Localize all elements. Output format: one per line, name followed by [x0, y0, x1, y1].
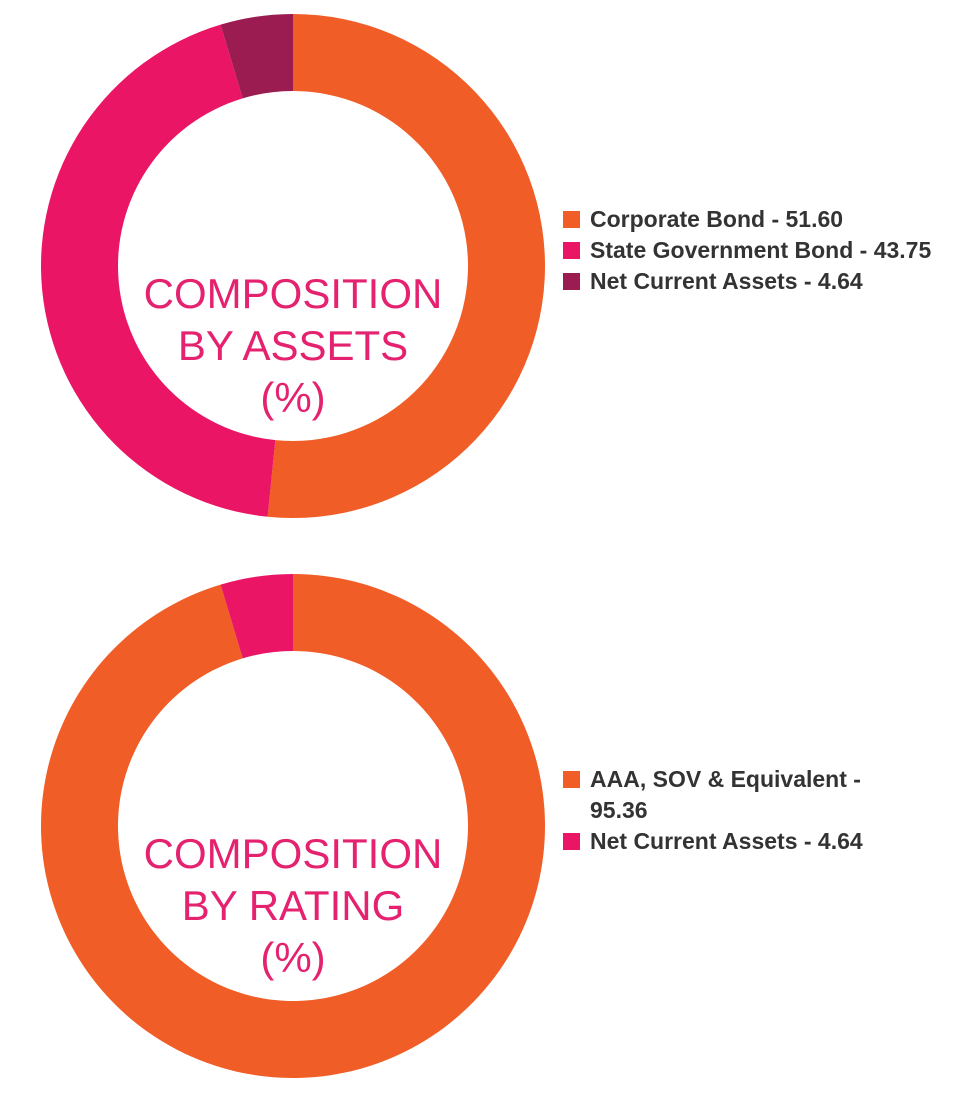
assets-legend: Corporate Bond - 51.60 State Government …	[563, 204, 968, 297]
donut-slice-corporate-bond	[267, 14, 546, 518]
legend-item: Net Current Assets - 4.64	[563, 266, 968, 297]
center-label-line-3: (%)	[260, 934, 326, 981]
legend-label: Net Current Assets - 4.64	[590, 828, 863, 854]
legend-label: Net Current Assets - 4.64	[590, 268, 863, 294]
donut-slice-state-government-bond	[41, 24, 276, 517]
composition-by-rating-chart: COMPOSITION BY RATING (%) AAA, SOV & Equ…	[0, 560, 977, 1120]
rating-center-label: COMPOSITION BY RATING (%)	[93, 828, 493, 984]
legend-label: State Government Bond - 43.75	[590, 237, 932, 263]
assets-donut-chart	[41, 14, 546, 518]
donut-slice-aaa-sov-equivalent	[41, 574, 546, 1078]
assets-center-label: COMPOSITION BY ASSETS (%)	[93, 268, 493, 424]
legend-item: Net Current Assets - 4.64	[563, 826, 883, 857]
center-label-line-3: (%)	[260, 374, 326, 421]
rating-donut-chart	[41, 574, 546, 1078]
legend-label: Corporate Bond - 51.60	[590, 206, 844, 232]
composition-by-assets-chart: COMPOSITION BY ASSETS (%) Corporate Bond…	[41, 14, 968, 518]
legend-swatch	[563, 273, 580, 290]
center-label-line-1: COMPOSITION	[143, 270, 443, 317]
legend-swatch	[563, 771, 580, 788]
legend-swatch	[563, 833, 580, 850]
legend-label: AAA, SOV & Equivalent - 95.36	[590, 766, 861, 823]
center-label-line-2: BY ASSETS	[177, 322, 409, 369]
legend-swatch	[563, 211, 580, 228]
legend-item: State Government Bond - 43.75	[563, 235, 968, 266]
legend-swatch	[563, 242, 580, 259]
donut-slice-net-current-assets	[220, 14, 293, 99]
legend-item: AAA, SOV & Equivalent - 95.36	[563, 764, 883, 826]
center-label-line-1: COMPOSITION	[143, 830, 443, 877]
center-label-line-2: BY RATING	[181, 882, 405, 929]
rating-legend: AAA, SOV & Equivalent - 95.36 Net Curren…	[563, 764, 883, 857]
donut-slice-net-current-assets	[220, 574, 293, 659]
legend-item: Corporate Bond - 51.60	[563, 204, 968, 235]
